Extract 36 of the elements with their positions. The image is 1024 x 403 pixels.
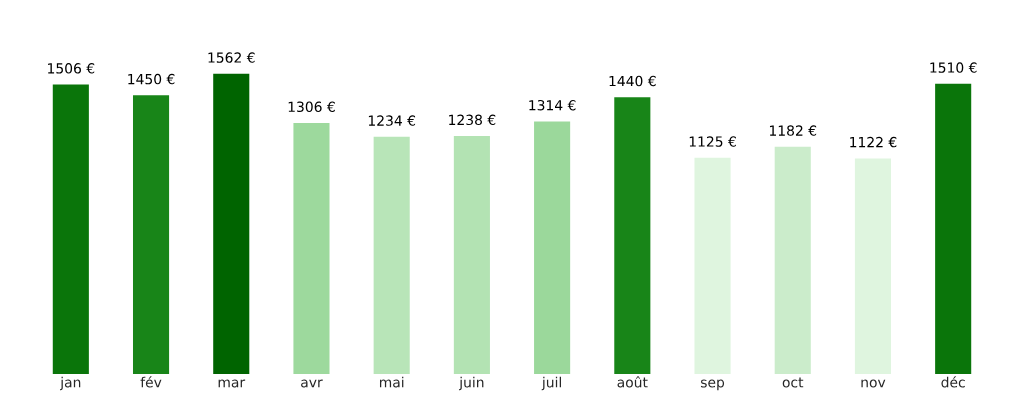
x-tick-label: jan	[59, 376, 81, 391]
x-tick-label: mar	[218, 379, 246, 388]
bar	[293, 123, 330, 374]
bar	[854, 158, 892, 374]
data-label: 1306 €	[288, 101, 335, 113]
x-tick-label: mai	[379, 376, 404, 388]
data-label: 1506 €	[48, 63, 95, 74]
bar	[614, 97, 651, 374]
data-label: 1510 €	[930, 62, 977, 73]
data-label: 1440 €	[609, 75, 656, 87]
bar	[52, 84, 89, 374]
x-tick-label: juil	[541, 376, 561, 391]
bar	[534, 121, 571, 374]
bar	[935, 83, 972, 374]
bar	[694, 157, 731, 374]
bar	[213, 73, 250, 374]
data-label: 1234 €	[368, 115, 416, 126]
data-label: 1182 €	[769, 125, 817, 136]
data-label: 1450 €	[128, 73, 175, 85]
data-label: 1314 €	[529, 99, 576, 111]
data-label: 1238 €	[449, 114, 496, 126]
x-tick-label: oct	[782, 377, 804, 388]
x-tick-label: sep	[700, 379, 725, 391]
data-label: 1562 €	[208, 52, 255, 63]
x-tick-label: avr	[301, 379, 323, 388]
data-label: 1122 €	[850, 136, 897, 148]
x-tick-label: nov	[861, 379, 886, 388]
x-tick-label: juin	[458, 376, 484, 391]
bar	[774, 146, 811, 374]
bar	[373, 136, 410, 374]
bar	[132, 95, 170, 374]
x-tick-label: déc	[941, 376, 965, 388]
x-tick-label: fév	[140, 376, 162, 388]
data-label: 1125 €	[689, 136, 736, 147]
bar	[453, 136, 490, 374]
x-tick-label: août	[617, 376, 648, 388]
